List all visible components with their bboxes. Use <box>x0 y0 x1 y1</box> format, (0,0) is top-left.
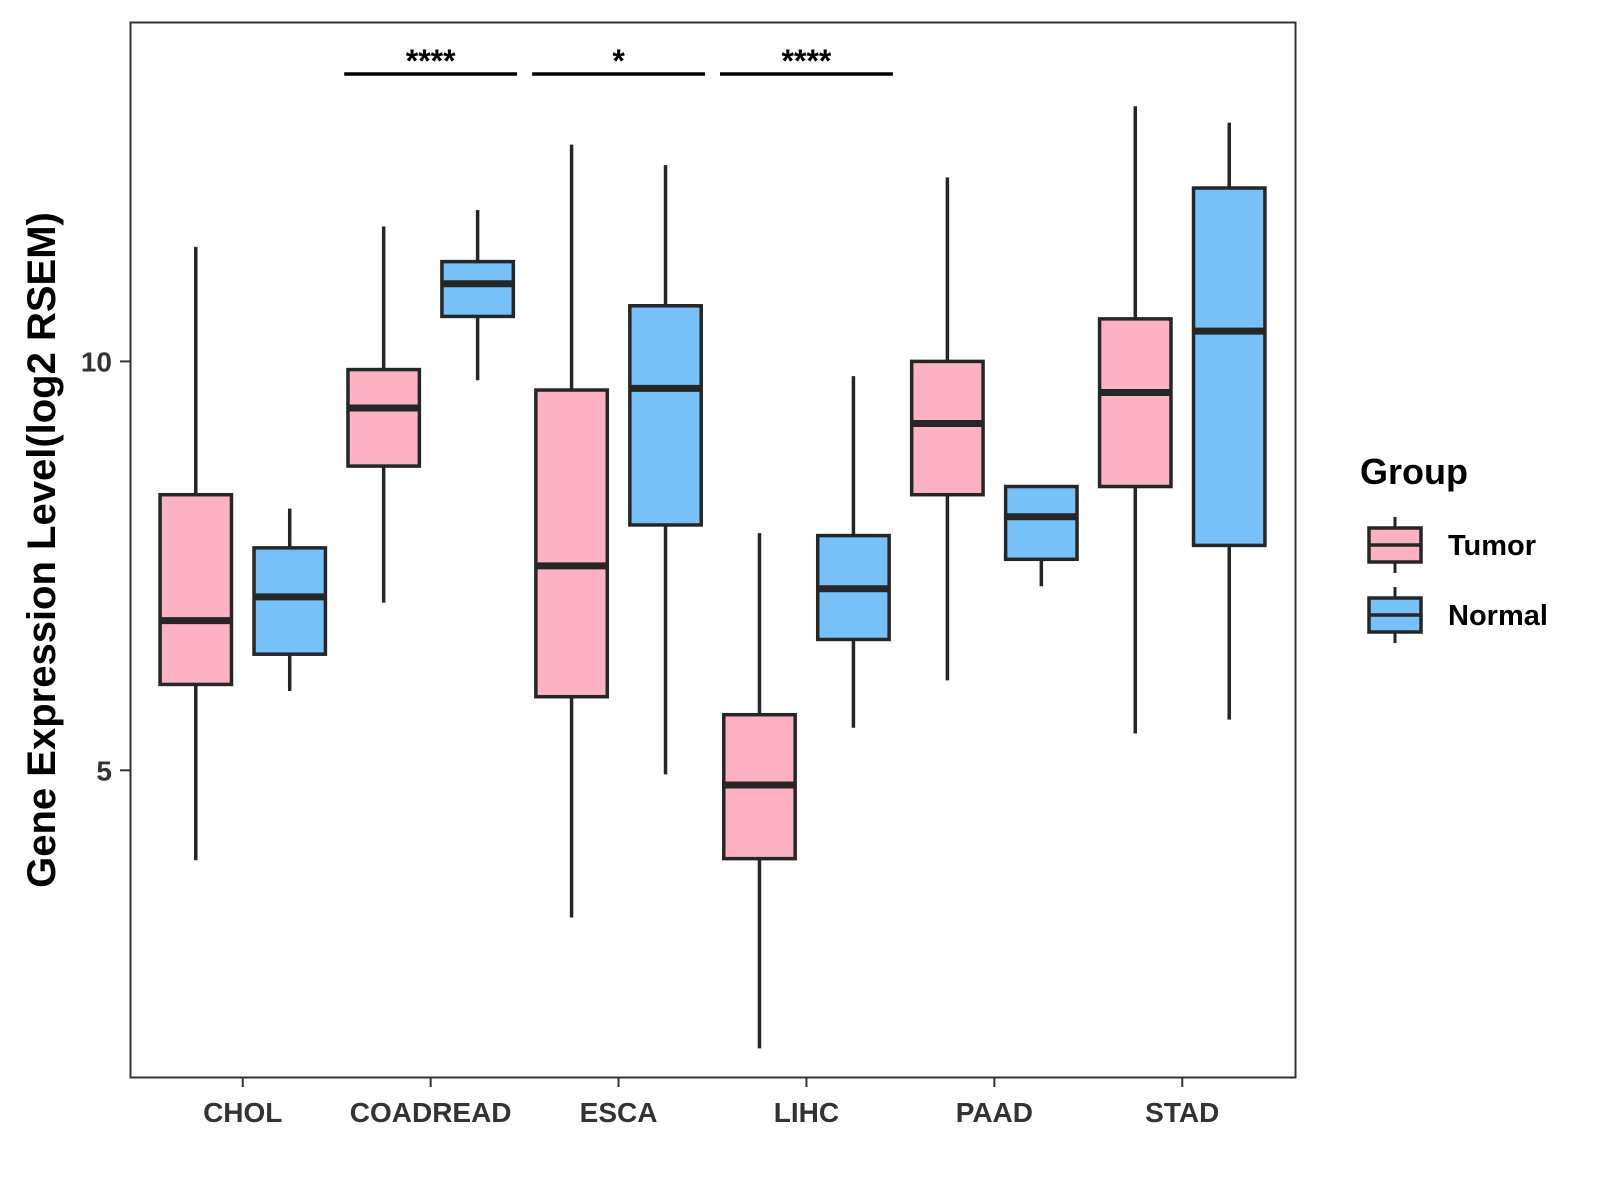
tumor-esca-iqr-rect <box>534 388 610 699</box>
normal-stad-iqr-rect <box>1191 186 1267 548</box>
normal-coadread-iqr-rect <box>440 259 516 319</box>
normal-stad-box <box>1191 122 1267 720</box>
tumor-chol-box <box>158 246 234 861</box>
normal-coadread-box <box>440 210 516 381</box>
tumor-esca-box <box>534 144 610 918</box>
legend-tumor-label: Tumor <box>1448 530 1536 562</box>
tumor-paad-box <box>909 177 985 681</box>
boxes-layer <box>158 106 1267 1049</box>
normal-esca-box <box>628 165 703 775</box>
tumor-coadread-iqr-rect <box>346 367 422 468</box>
y-axis-title: Gene Expression Level(log2 RSEM) <box>20 212 64 888</box>
tumor-paad-iqr-rect <box>909 359 985 497</box>
legend: Group Tumor Normal <box>1360 451 1548 643</box>
normal-chol-box <box>252 508 328 691</box>
legend-tumor-key <box>1367 517 1423 573</box>
plot-panel-border <box>129 21 1297 1079</box>
significance-lihc-label: **** <box>782 43 832 79</box>
x-tick-label-paad: PAAD <box>956 1097 1033 1128</box>
legend-title: Group <box>1360 451 1468 492</box>
normal-lihc-box <box>815 376 891 728</box>
normal-chol-iqr-rect <box>252 546 328 656</box>
x-tick-label-chol: CHOL <box>203 1097 282 1128</box>
legend-normal-key <box>1367 587 1423 643</box>
significance-esca-label: * <box>612 43 625 79</box>
x-tick-label-coadread: COADREAD <box>350 1097 512 1128</box>
x-tick-label-lihc: LIHC <box>774 1097 839 1128</box>
x-tick-label-stad: STAD <box>1145 1097 1219 1128</box>
tumor-stad-box <box>1097 106 1173 734</box>
legend-normal-label: Normal <box>1448 600 1548 632</box>
tumor-lihc-box <box>722 533 797 1049</box>
x-axis: CHOL COADREAD ESCA LIHC PAAD STAD <box>203 1077 1219 1128</box>
significance-annotations: **** * **** <box>344 43 893 79</box>
y-tick-label-5: 5 <box>96 755 112 786</box>
normal-esca-iqr-rect <box>628 304 703 527</box>
significance-coadread-label: **** <box>406 43 456 79</box>
normal-paad-iqr-rect <box>1003 484 1079 562</box>
y-tick-label-10: 10 <box>81 346 112 377</box>
tumor-stad-iqr-rect <box>1097 317 1173 489</box>
y-axis: 5 10 <box>81 346 130 786</box>
tumor-coadread-box <box>346 226 422 603</box>
x-tick-label-esca: ESCA <box>580 1097 658 1128</box>
normal-paad-box <box>1003 484 1079 587</box>
tumor-chol-iqr-rect <box>158 492 234 687</box>
